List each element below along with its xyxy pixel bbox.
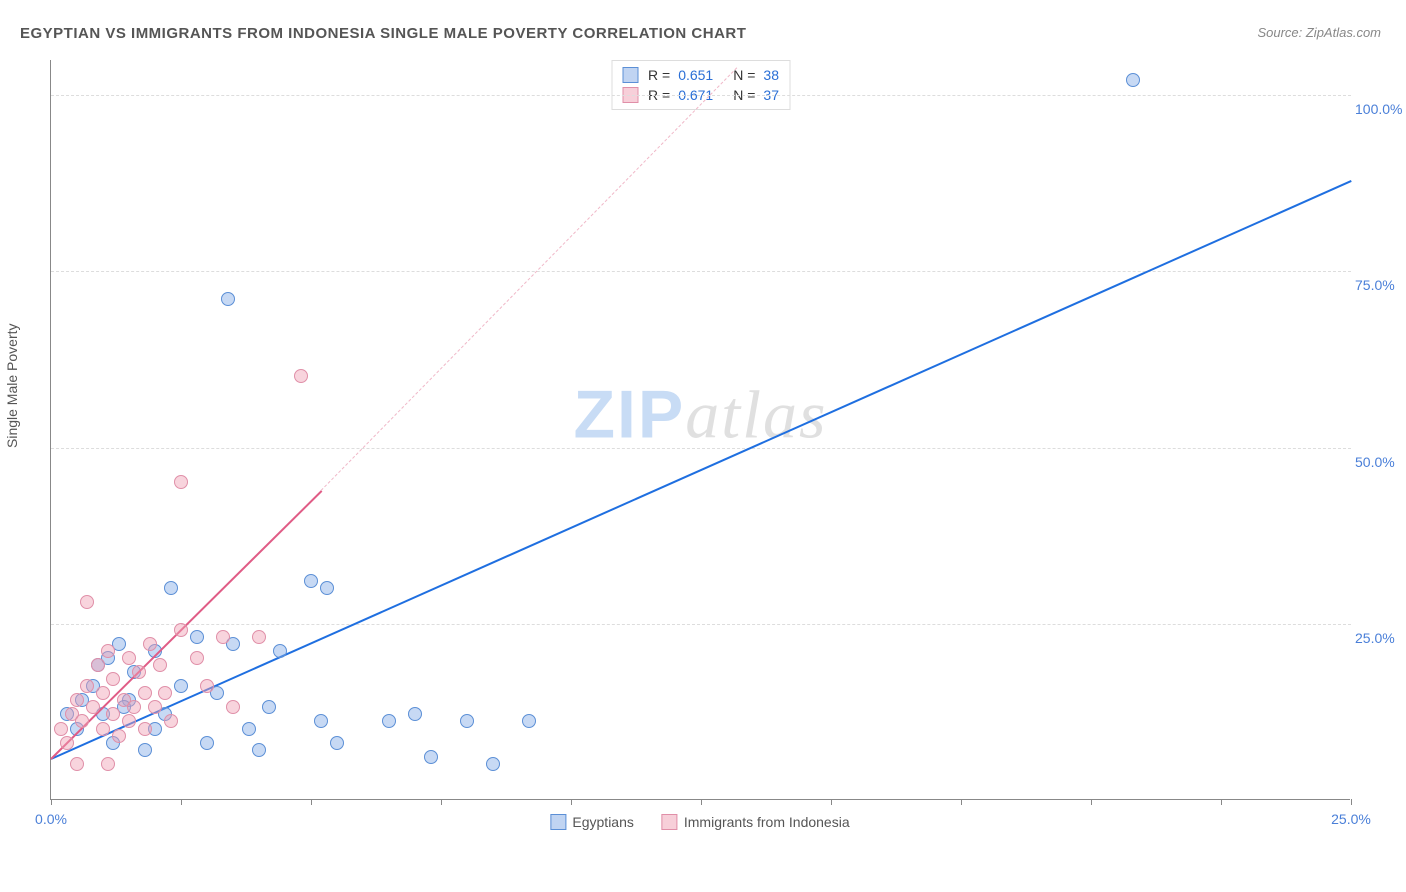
x-tick-label: 0.0%: [35, 811, 67, 827]
data-point: [106, 672, 120, 686]
data-point: [148, 700, 162, 714]
data-point: [460, 714, 474, 728]
gridline: [51, 271, 1351, 272]
legend-item-egyptians: Egyptians: [550, 814, 633, 830]
data-point: [408, 707, 422, 721]
gridline: [51, 95, 1351, 96]
trend-line: [321, 67, 738, 491]
x-tick-label: 25.0%: [1331, 811, 1371, 827]
y-tick-label: 100.0%: [1355, 101, 1405, 117]
data-point: [1126, 73, 1140, 87]
data-point: [127, 700, 141, 714]
data-point: [138, 722, 152, 736]
data-point: [190, 651, 204, 665]
data-point: [330, 736, 344, 750]
data-point: [60, 736, 74, 750]
data-point: [122, 651, 136, 665]
data-point: [54, 722, 68, 736]
swatch-blue-icon: [550, 814, 566, 830]
data-point: [174, 679, 188, 693]
data-point: [216, 630, 230, 644]
watermark: ZIPatlas: [573, 375, 827, 454]
data-point: [106, 707, 120, 721]
data-point: [164, 714, 178, 728]
x-tick: [571, 799, 572, 805]
data-point: [138, 743, 152, 757]
data-point: [226, 700, 240, 714]
data-point: [424, 750, 438, 764]
x-tick: [1221, 799, 1222, 805]
data-point: [200, 679, 214, 693]
data-point: [101, 757, 115, 771]
data-point: [138, 686, 152, 700]
data-point: [252, 630, 266, 644]
data-point: [75, 714, 89, 728]
data-point: [164, 581, 178, 595]
x-tick: [701, 799, 702, 805]
scatter-plot: ZIPatlas R = 0.651 N = 38 R = 0.671 N = …: [50, 60, 1350, 800]
data-point: [320, 581, 334, 595]
chart-area: ZIPatlas R = 0.651 N = 38 R = 0.671 N = …: [50, 60, 1350, 800]
y-tick-label: 25.0%: [1355, 630, 1405, 646]
legend-item-indonesia: Immigrants from Indonesia: [662, 814, 850, 830]
data-point: [242, 722, 256, 736]
data-point: [262, 700, 276, 714]
x-tick: [311, 799, 312, 805]
data-point: [70, 757, 84, 771]
data-point: [221, 292, 235, 306]
x-tick: [961, 799, 962, 805]
data-point: [252, 743, 266, 757]
gridline: [51, 448, 1351, 449]
trend-line: [51, 180, 1352, 760]
legend-row-egyptians: R = 0.651 N = 38: [622, 65, 779, 85]
x-tick: [181, 799, 182, 805]
swatch-pink-icon: [662, 814, 678, 830]
data-point: [294, 369, 308, 383]
data-point: [304, 574, 318, 588]
x-tick: [1091, 799, 1092, 805]
data-point: [122, 714, 136, 728]
data-point: [101, 644, 115, 658]
data-point: [174, 623, 188, 637]
x-tick: [51, 799, 52, 805]
data-point: [382, 714, 396, 728]
source-attribution: Source: ZipAtlas.com: [1257, 25, 1381, 40]
data-point: [91, 658, 105, 672]
data-point: [96, 686, 110, 700]
data-point: [80, 679, 94, 693]
data-point: [174, 475, 188, 489]
data-point: [314, 714, 328, 728]
data-point: [70, 693, 84, 707]
data-point: [112, 729, 126, 743]
y-tick-label: 50.0%: [1355, 454, 1405, 470]
data-point: [486, 757, 500, 771]
x-tick: [831, 799, 832, 805]
data-point: [522, 714, 536, 728]
data-point: [96, 722, 110, 736]
x-tick: [441, 799, 442, 805]
gridline: [51, 624, 1351, 625]
data-point: [132, 665, 146, 679]
data-point: [80, 595, 94, 609]
swatch-blue-icon: [622, 67, 638, 83]
data-point: [153, 658, 167, 672]
y-axis-label: Single Male Poverty: [4, 323, 20, 448]
data-point: [143, 637, 157, 651]
y-tick-label: 75.0%: [1355, 277, 1405, 293]
data-point: [158, 686, 172, 700]
chart-title: EGYPTIAN VS IMMIGRANTS FROM INDONESIA SI…: [20, 25, 746, 42]
series-legend: Egyptians Immigrants from Indonesia: [550, 814, 849, 830]
data-point: [273, 644, 287, 658]
data-point: [86, 700, 100, 714]
data-point: [200, 736, 214, 750]
data-point: [190, 630, 204, 644]
x-tick: [1351, 799, 1352, 805]
